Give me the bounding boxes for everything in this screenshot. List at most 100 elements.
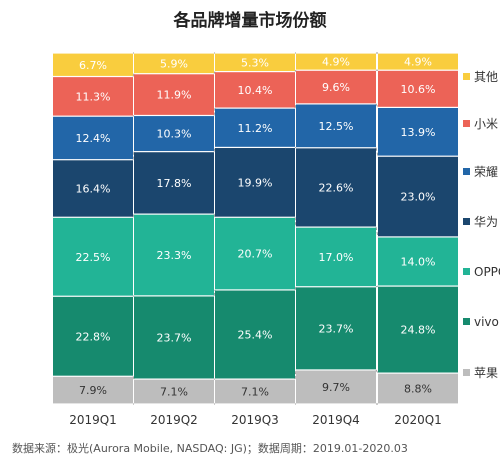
data-label: 14.0% [401, 255, 436, 268]
connector-line [132, 376, 135, 380]
connector-line [375, 285, 379, 288]
x-tick-label: 2019Q3 [231, 413, 279, 427]
data-label: 11.3% [76, 90, 111, 103]
bar-segment [215, 108, 295, 147]
bar-segment [53, 296, 133, 376]
connector-line [294, 369, 297, 380]
bar-segment [215, 72, 295, 108]
legend-label: 小米 [474, 117, 498, 131]
data-label: 7.1% [160, 386, 188, 399]
connector-line [213, 71, 216, 74]
connector-line [132, 151, 135, 160]
connector-lines [132, 52, 379, 405]
bar-segment [134, 379, 214, 404]
bar-segment [296, 104, 376, 148]
bar-segment [296, 287, 376, 370]
legend-swatch [463, 168, 470, 175]
x-tick-label: 2019Q2 [150, 413, 198, 427]
data-label: 17.0% [319, 251, 354, 264]
bar-segment [215, 379, 295, 404]
legend-swatch [463, 73, 470, 80]
bar-segment [215, 290, 295, 379]
data-label: 22.6% [319, 181, 354, 194]
connector-line [375, 369, 379, 374]
legend-label: 华为 [474, 215, 498, 229]
bar-segment [215, 148, 295, 217]
data-label: 12.4% [76, 132, 111, 145]
connector-line [213, 213, 216, 218]
bar-segment [378, 373, 458, 404]
legend-label: 荣耀 [474, 165, 498, 179]
data-label: 22.5% [76, 251, 111, 264]
data-label: 16.4% [76, 182, 111, 195]
bars: 7.9% 22.8% 22.5% 16.4% 12.4% 11.3% 6.7% 7.1% 23.… [53, 53, 458, 404]
x-tick-label: 2019Q4 [312, 413, 360, 427]
legend-label: 其他 [474, 70, 498, 84]
bar-segment [378, 156, 458, 237]
bar-segment [378, 70, 458, 107]
data-label: 20.7% [238, 248, 273, 261]
data-label: 17.8% [157, 177, 192, 190]
connector-line [294, 286, 297, 291]
legend-swatch [463, 218, 470, 225]
data-label: 11.9% [157, 89, 192, 102]
legend-swatch [463, 369, 470, 376]
bar-segment [215, 53, 295, 72]
data-label: 23.3% [157, 249, 192, 262]
bar-segment [378, 53, 458, 70]
data-label: 22.8% [76, 330, 111, 343]
data-label: 4.9% [322, 56, 350, 69]
data-label: 23.0% [401, 191, 436, 204]
bar-segment [296, 70, 376, 104]
data-label: 8.8% [404, 383, 432, 396]
data-label: 6.7% [79, 59, 107, 72]
connector-line [375, 226, 379, 238]
bar-segment [296, 227, 376, 287]
bar-segment [53, 77, 133, 116]
x-tick-label: 2019Q1 [69, 413, 117, 427]
connector-line [213, 147, 216, 152]
data-label: 24.8% [401, 324, 436, 337]
bar-segment [53, 160, 133, 217]
legend-label: 苹果 [474, 366, 498, 380]
connector-line [294, 69, 297, 72]
bar-segment [134, 296, 214, 379]
data-label: 7.9% [79, 384, 107, 397]
bar-segment [296, 148, 376, 227]
connector-line [375, 103, 379, 108]
data-label: 19.9% [238, 176, 273, 189]
legend-swatch [463, 268, 470, 275]
data-label: 9.6% [322, 81, 350, 94]
bar-segment [134, 116, 214, 152]
x-tick-label: 2020Q1 [394, 413, 442, 427]
data-label: 13.9% [401, 126, 436, 139]
bar-segment [296, 370, 376, 404]
bar-segment [53, 53, 133, 76]
data-label: 10.6% [401, 83, 436, 96]
data-label: 10.3% [157, 128, 192, 141]
bar-segment [134, 214, 214, 296]
chart-title: 各品牌增量市场份额 [173, 11, 327, 31]
bar-segment [134, 53, 214, 74]
legend-label: vivo [474, 315, 499, 329]
bar-segment [134, 152, 214, 214]
connector-line [213, 289, 216, 296]
bar-segment [378, 108, 458, 156]
x-axis-labels: 2019Q1 2019Q2 2019Q3 2019Q4 2020Q1 [69, 413, 442, 427]
data-label: 5.3% [241, 56, 269, 69]
bar-segment [378, 286, 458, 373]
data-label: 23.7% [319, 322, 354, 335]
data-label: 11.2% [238, 122, 273, 135]
bar-segment [53, 376, 133, 404]
data-label: 25.4% [238, 329, 273, 342]
bar-segment [378, 237, 458, 286]
data-label: 10.4% [238, 84, 273, 97]
data-label: 12.5% [319, 120, 354, 133]
legend-swatch [463, 120, 470, 127]
source-note: 数据来源：极光(Aurora Mobile, NASDAQ: JG)；数据周期：… [12, 442, 408, 455]
data-label: 9.7% [322, 381, 350, 394]
bar-segment [53, 116, 133, 160]
data-label: 7.1% [241, 386, 269, 399]
data-label: 4.9% [404, 56, 432, 69]
